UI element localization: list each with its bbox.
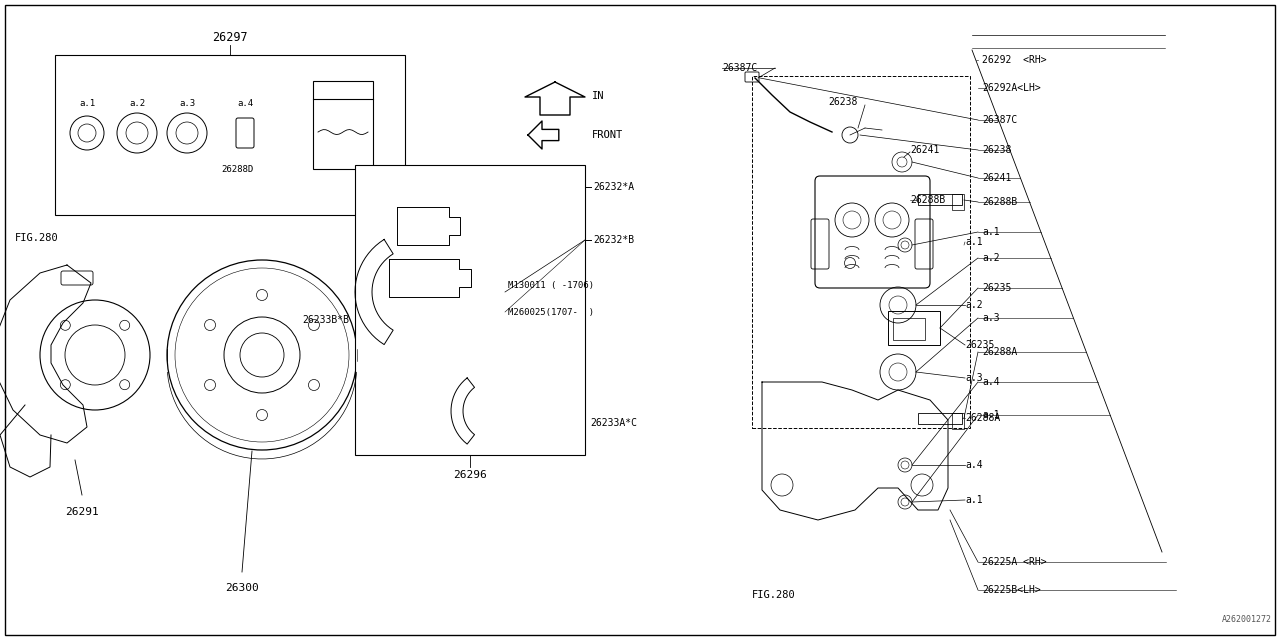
Bar (355, 165, 585, 455)
Text: a.1: a.1 (982, 410, 1000, 420)
Text: FIG.280: FIG.280 (15, 233, 59, 243)
Text: a.4: a.4 (965, 460, 983, 470)
Text: 26233B*B: 26233B*B (302, 315, 349, 325)
Text: IN: IN (593, 91, 604, 101)
Text: M260025(1707-  ): M260025(1707- ) (508, 307, 594, 317)
Text: 26288B: 26288B (910, 195, 945, 205)
Text: 26292  <RH>: 26292 <RH> (982, 55, 1047, 65)
Text: 26291: 26291 (65, 507, 99, 517)
Text: a.3: a.3 (179, 99, 195, 108)
Text: a.3: a.3 (965, 373, 983, 383)
Text: a.1: a.1 (965, 495, 983, 505)
Text: 26288B: 26288B (982, 197, 1018, 207)
Text: 26288A: 26288A (982, 347, 1018, 357)
Bar (952, 194, 964, 210)
Bar (55, 55, 404, 215)
Text: 26232*B: 26232*B (593, 235, 634, 245)
Bar (918, 413, 963, 424)
Bar (918, 194, 963, 205)
Text: a.4: a.4 (237, 99, 253, 108)
Text: 26238: 26238 (982, 145, 1011, 155)
Text: FRONT: FRONT (593, 130, 623, 140)
Bar (952, 413, 964, 429)
Bar (888, 311, 940, 345)
Text: 26235: 26235 (982, 283, 1011, 293)
Text: a.1: a.1 (79, 99, 95, 108)
Text: M130011 ( -1706): M130011 ( -1706) (508, 280, 594, 289)
Text: 26296: 26296 (453, 470, 486, 480)
Text: 26241: 26241 (910, 145, 940, 155)
Text: a.2: a.2 (965, 300, 983, 310)
Text: a.3: a.3 (982, 313, 1000, 323)
Text: a.1: a.1 (982, 227, 1000, 237)
Text: 26225A <RH>: 26225A <RH> (982, 557, 1047, 567)
Bar (893, 318, 925, 340)
Text: 26238: 26238 (828, 97, 858, 107)
Text: a.4: a.4 (982, 377, 1000, 387)
Text: 26297: 26297 (212, 31, 248, 44)
Text: 26292A<LH>: 26292A<LH> (982, 83, 1041, 93)
Bar (314, 81, 372, 169)
Text: 26232*A: 26232*A (593, 182, 634, 192)
Text: 26387C: 26387C (722, 63, 758, 73)
Text: 26233A*C: 26233A*C (590, 418, 637, 428)
Text: 26300: 26300 (225, 583, 259, 593)
Text: a.2: a.2 (129, 99, 145, 108)
Text: 26235: 26235 (965, 340, 995, 350)
Text: 26241: 26241 (982, 173, 1011, 183)
Text: a.1: a.1 (965, 237, 983, 247)
Text: FIG.280: FIG.280 (753, 590, 796, 600)
Text: a.2: a.2 (982, 253, 1000, 263)
Text: 26387C: 26387C (982, 115, 1018, 125)
Bar (753, 76, 970, 428)
Text: A262001272: A262001272 (1222, 616, 1272, 625)
Text: 26225B<LH>: 26225B<LH> (982, 585, 1041, 595)
Text: 26288A: 26288A (965, 413, 1000, 423)
Text: 26288D: 26288D (221, 164, 253, 173)
